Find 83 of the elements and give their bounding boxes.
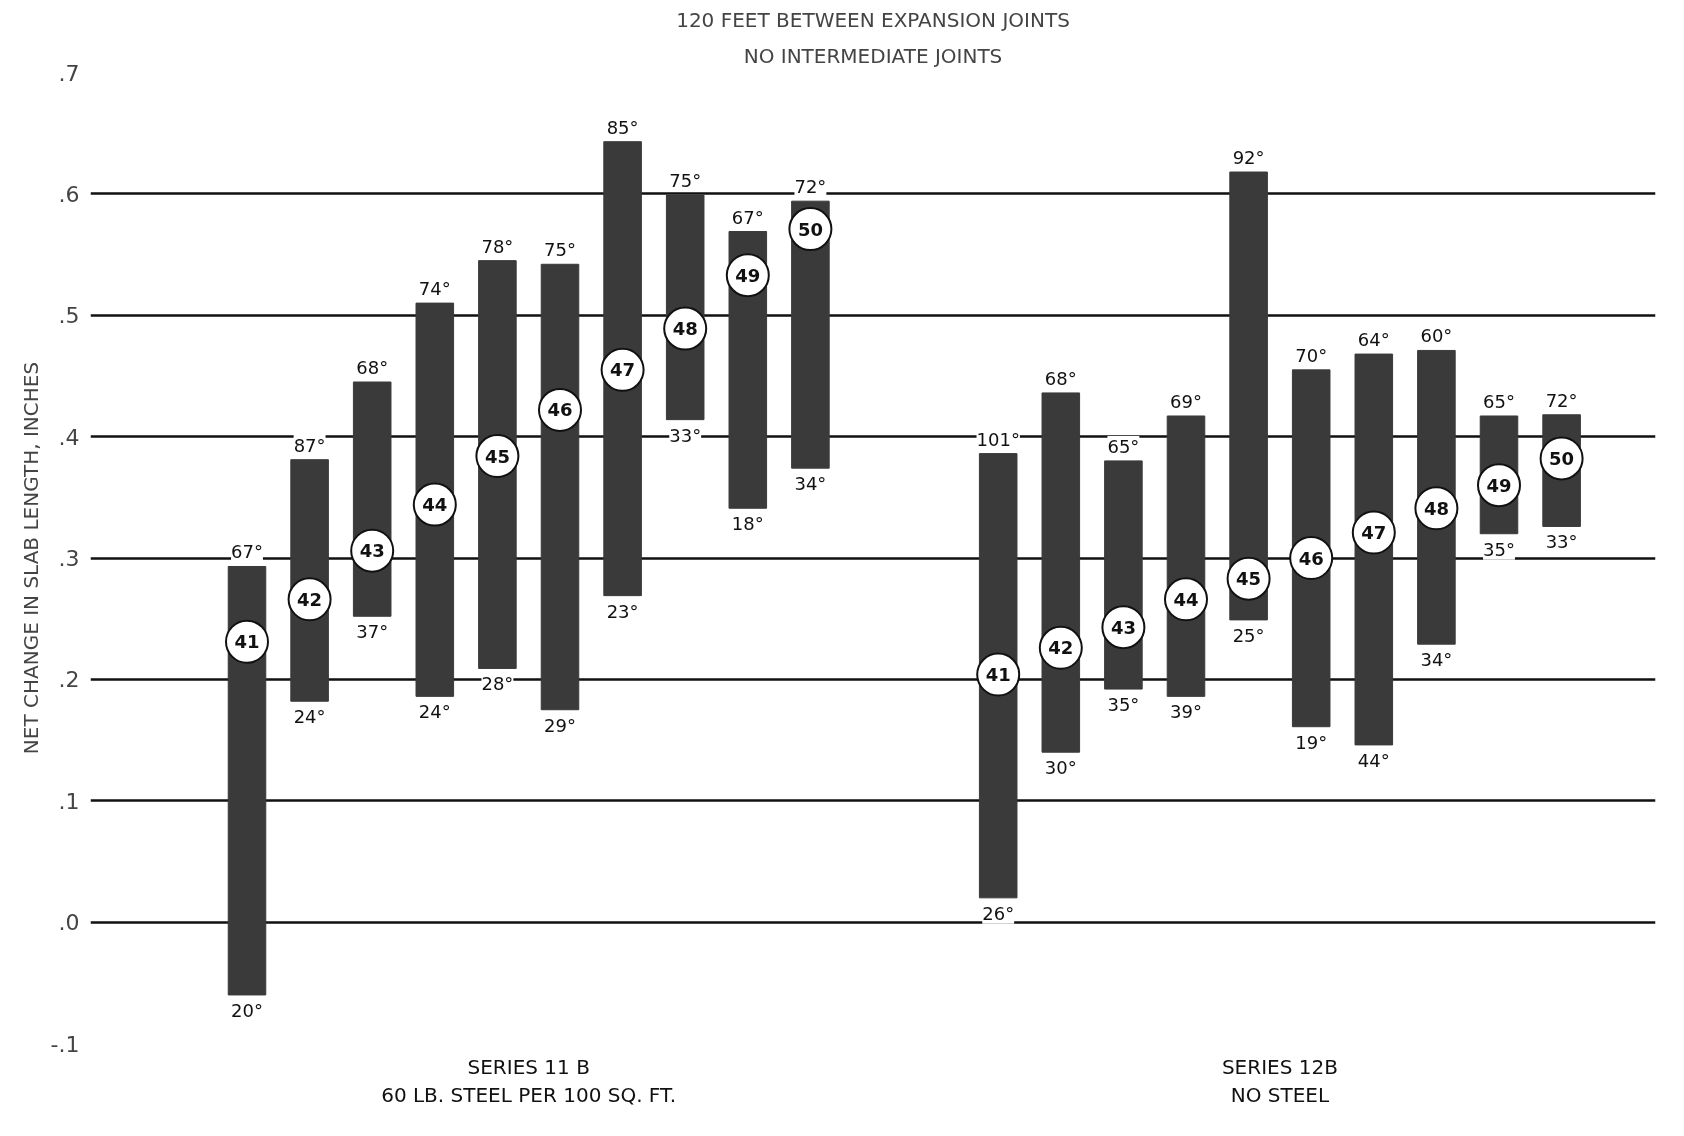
series-label: 50	[1549, 447, 1575, 469]
y-tick-label: .2	[58, 667, 80, 693]
text: 45	[1236, 568, 1262, 590]
text: 24°	[293, 706, 326, 728]
series-label: 42	[297, 588, 323, 610]
text: 85°	[606, 116, 639, 138]
text: 87°	[293, 434, 326, 456]
y-tick-label: .0	[58, 910, 80, 936]
series-label: 45	[484, 445, 510, 467]
text: SERIES 11 B 60 LB. STEEL PER 100 SQ. FT.	[381, 1054, 677, 1108]
chart-subtitle: NO INTERMEDIATE JOINTS	[743, 43, 1003, 68]
y-tick-label: .7	[58, 60, 80, 86]
text: 67°	[231, 541, 263, 563]
bar	[978, 453, 1018, 899]
y-tick-label: .3	[58, 546, 80, 571]
text: 68°	[1044, 367, 1077, 389]
text: 44°	[1357, 749, 1390, 771]
text: 64°	[1357, 329, 1390, 351]
text: 34°	[794, 473, 827, 495]
y-tick-label: .1	[58, 788, 80, 814]
series-label: 46	[1298, 547, 1324, 569]
y-tick-label: .6	[58, 181, 80, 207]
text: 25°	[1232, 624, 1265, 646]
bar	[540, 263, 580, 711]
text: 60°	[1420, 325, 1453, 347]
series-label: 47	[610, 359, 636, 381]
text: 19°	[1295, 731, 1328, 753]
text: 68°	[356, 357, 389, 379]
text: 70°	[1295, 344, 1328, 366]
bar	[1354, 353, 1394, 746]
bar	[603, 141, 642, 597]
text: 65°	[1483, 390, 1515, 412]
text: 33°	[1545, 531, 1578, 553]
text: 74°	[418, 278, 451, 300]
y-tick-label: -.1	[50, 1031, 80, 1057]
bar	[415, 302, 455, 697]
y-axis-title: NET CHANGE IN SLAB LENGTH, INCHES	[18, 361, 43, 755]
text: 47	[1361, 522, 1387, 544]
text: 75°	[669, 170, 702, 192]
y-tick-label: .4	[58, 424, 80, 450]
text: 28°	[481, 673, 514, 695]
text: 42	[1048, 637, 1074, 659]
text: 24°	[418, 701, 451, 723]
text: 23°	[606, 600, 639, 622]
series-label: 41	[985, 664, 1011, 686]
text: 49	[735, 264, 761, 286]
text: 75°	[544, 239, 576, 261]
text: 78°	[481, 235, 514, 257]
text: 18°	[731, 513, 764, 535]
bar	[227, 566, 267, 996]
text: 69°	[1170, 390, 1202, 412]
text: 92°	[1232, 147, 1265, 169]
text: 48	[672, 318, 698, 340]
text: 39°	[1170, 701, 1202, 723]
text: 44	[422, 494, 448, 516]
text: 50	[797, 218, 823, 240]
text: 29°	[544, 714, 576, 736]
text: 41	[234, 631, 260, 653]
text: 72°	[1545, 389, 1578, 411]
text: 46	[547, 399, 573, 421]
text: 35°	[1483, 538, 1515, 560]
y-tick-label: .5	[58, 303, 80, 329]
series-label: 49	[1486, 474, 1512, 496]
text: 33°	[669, 424, 702, 446]
text: 43	[359, 540, 385, 562]
text: 34°	[1420, 649, 1453, 671]
text: 30°	[1044, 757, 1077, 779]
text: 20°	[231, 999, 263, 1021]
series-label: 48	[1423, 497, 1449, 519]
text: 101°	[976, 428, 1020, 450]
text: 26°	[982, 902, 1015, 924]
chart-title: 120 FEET BETWEEN EXPANSION JOINTS	[676, 7, 1070, 32]
bar	[478, 260, 517, 669]
text: 67°	[731, 206, 764, 228]
bar	[1229, 171, 1268, 621]
text: SERIES 12B NO STEEL	[1221, 1054, 1338, 1108]
text: 37°	[356, 621, 389, 643]
text: 35°	[1107, 694, 1140, 716]
text: 65°	[1107, 435, 1140, 457]
series-label: 44	[1173, 588, 1199, 610]
series-label: 43	[1110, 616, 1136, 638]
bar	[1291, 369, 1331, 728]
text: 72°	[794, 176, 827, 198]
